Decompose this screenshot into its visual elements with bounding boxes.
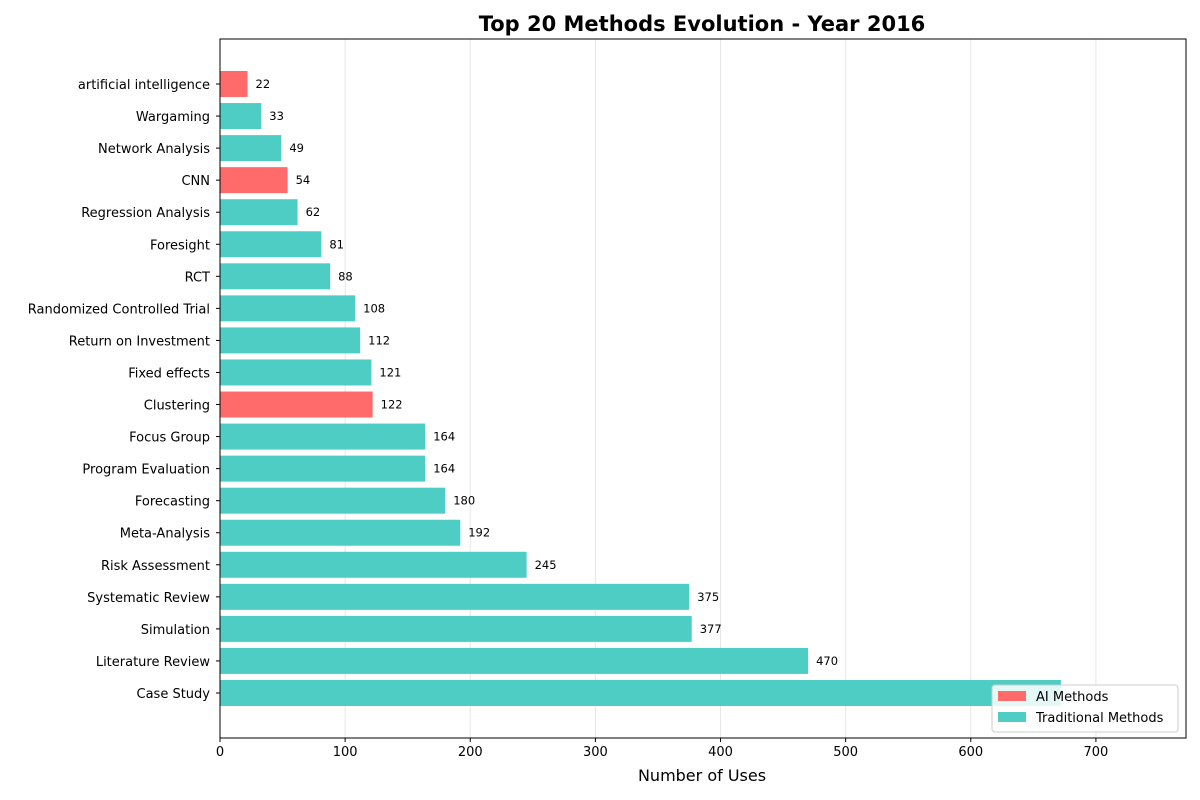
bar <box>220 680 1061 706</box>
data-label: 470 <box>816 654 838 668</box>
legend-swatch-traditional <box>998 712 1026 722</box>
y-tick-label: Simulation <box>141 623 210 638</box>
bar <box>220 455 426 482</box>
bar <box>220 615 692 642</box>
y-tick-label: RCT <box>185 270 210 285</box>
x-tick-label: 100 <box>333 745 358 760</box>
data-label: 88 <box>338 269 353 283</box>
legend: AI Methods Traditional Methods <box>991 684 1179 733</box>
data-label: 377 <box>700 622 722 636</box>
data-label: 192 <box>468 526 490 540</box>
axis-ticks: 0 100 200 300 400 500 600 700 artificial intelli… <box>28 78 1109 760</box>
y-tick-label: Meta-Analysis <box>120 527 210 542</box>
grid <box>219 39 1097 738</box>
data-label: 112 <box>368 333 390 347</box>
data-label: 108 <box>363 301 385 315</box>
chart-title: Top 20 Methods Evolution - Year 2016 <box>479 12 926 36</box>
bar <box>220 551 527 578</box>
plot-frame <box>219 38 1187 739</box>
y-tick-label: Network Analysis <box>98 142 210 157</box>
bar <box>220 647 809 674</box>
x-tick-label: 700 <box>1083 745 1108 760</box>
legend-label-ai: AI Methods <box>1036 690 1109 705</box>
y-tick-label: Wargaming <box>136 110 210 125</box>
bar <box>220 263 331 290</box>
bar <box>220 231 322 258</box>
data-label: 33 <box>269 109 284 123</box>
bar <box>220 519 461 546</box>
bar <box>220 295 356 322</box>
data-label: 81 <box>329 237 344 251</box>
legend-box <box>991 684 1179 733</box>
y-tick-label: Randomized Controlled Trial <box>28 302 210 317</box>
y-tick-label: Clustering <box>144 399 210 414</box>
y-tick-label: Forecasting <box>135 495 210 510</box>
y-tick-label: Risk Assessment <box>101 559 210 574</box>
y-tick-label: artificial intelligence <box>78 78 210 93</box>
y-tick-label: Regression Analysis <box>81 206 210 221</box>
labels: 22 33 49 54 62 81 88 108 112 121 122 164 164 180 192 24… <box>256 77 839 668</box>
x-tick-label: 600 <box>958 745 983 760</box>
bar <box>220 167 288 194</box>
y-tick-label: Systematic Review <box>87 591 210 606</box>
x-tick-label: 0 <box>216 745 224 760</box>
bar <box>220 71 248 97</box>
y-tick-label: Return on Investment <box>69 334 210 349</box>
data-label: 164 <box>433 462 455 476</box>
data-label: 54 <box>296 173 311 187</box>
bar <box>220 103 262 130</box>
legend-label-traditional: Traditional Methods <box>1035 711 1164 726</box>
x-tick-label: 400 <box>708 745 733 760</box>
bar <box>220 583 690 610</box>
bar <box>220 391 373 418</box>
legend-swatch-ai <box>998 691 1026 701</box>
data-label: 62 <box>306 205 321 219</box>
y-tick-label: Program Evaluation <box>82 463 210 478</box>
data-label: 122 <box>381 398 403 412</box>
bar <box>220 135 282 162</box>
data-label: 49 <box>289 141 304 155</box>
bar <box>220 423 426 450</box>
data-label: 180 <box>453 494 475 508</box>
data-label: 164 <box>433 430 455 444</box>
y-tick-label: Case Study <box>137 687 211 702</box>
y-tick-label: Literature Review <box>96 655 211 670</box>
data-label: 245 <box>535 558 557 572</box>
y-tick-label: Focus Group <box>129 431 210 446</box>
data-label: 22 <box>256 77 271 91</box>
bar <box>220 359 372 386</box>
y-tick-label: CNN <box>181 174 210 189</box>
data-label: 121 <box>379 365 401 379</box>
data-label: 375 <box>697 590 719 604</box>
y-tick-label: Fixed effects <box>128 366 210 381</box>
x-axis-label: Number of Uses <box>638 766 766 785</box>
x-tick-label: 200 <box>458 745 483 760</box>
bar <box>220 487 446 514</box>
bar <box>220 327 361 354</box>
x-tick-label: 500 <box>833 745 858 760</box>
y-tick-label: Foresight <box>150 238 210 253</box>
bars <box>220 71 1061 706</box>
bar <box>220 199 298 226</box>
x-tick-label: 300 <box>583 745 608 760</box>
